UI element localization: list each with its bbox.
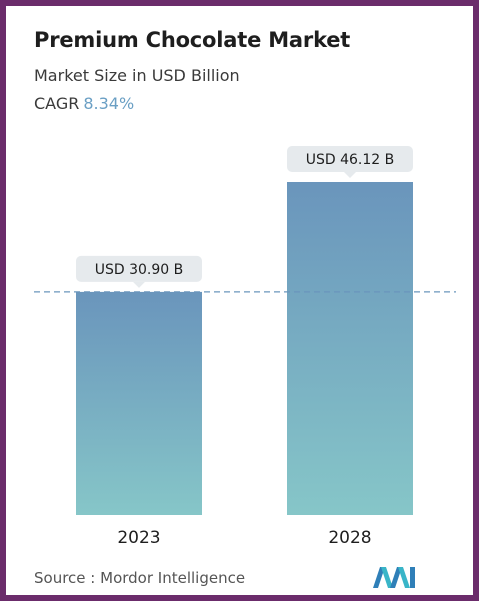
source-label: Source : <box>34 569 96 587</box>
data-label-callout-2028: USD 46.12 B <box>287 146 413 178</box>
x-tick-label-2023: 2023 <box>117 528 160 548</box>
source-value: Mordor Intelligence <box>100 569 246 587</box>
bar-2023 <box>76 291 202 515</box>
cagr-label: CAGR <box>34 94 80 113</box>
source-line: Source : Mordor Intelligence <box>34 569 245 587</box>
bar-2028 <box>287 182 413 515</box>
data-label-callout-2023: USD 30.90 B <box>76 255 202 288</box>
cagr-line: CAGR 8.34% <box>34 94 134 113</box>
cagr-value: 8.34% <box>83 94 135 113</box>
chart-title: Premium Chocolate Market <box>34 28 351 52</box>
data-label-2028: USD 46.12 B <box>306 152 395 168</box>
data-label-2023: USD 30.90 B <box>95 262 184 278</box>
mordor-intelligence-logo-icon <box>373 567 415 588</box>
chart-subtitle: Market Size in USD Billion <box>34 66 240 85</box>
x-tick-label-2028: 2028 <box>328 528 371 548</box>
